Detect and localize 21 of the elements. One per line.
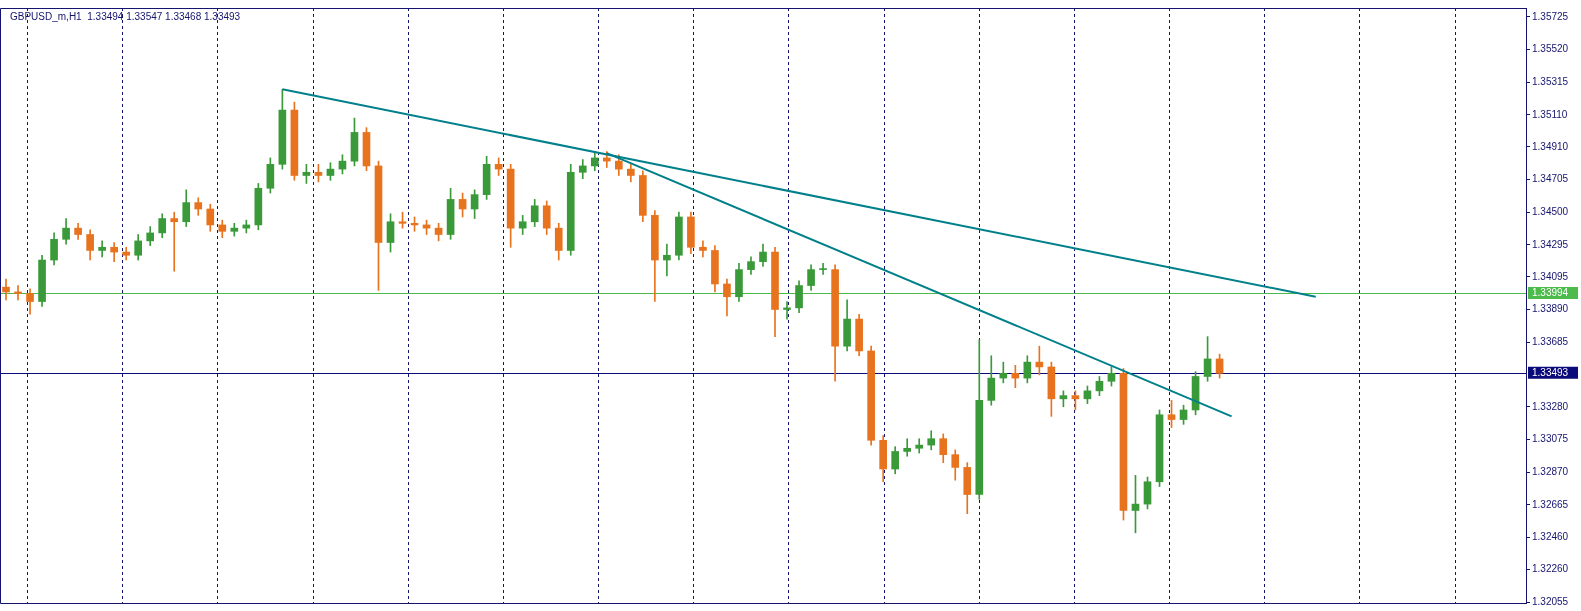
y-tick-label: 1.34910: [1532, 140, 1569, 152]
ref-line-label: 1.33493: [1532, 366, 1569, 378]
y-tick-label: 1.34500: [1532, 205, 1569, 217]
y-tick-label: 1.32460: [1532, 531, 1569, 543]
y-tick-label: 1.33075: [1532, 433, 1569, 445]
y-tick-label: 1.35725: [1532, 10, 1569, 22]
y-tick-label: 1.33280: [1532, 400, 1569, 412]
y-tick-label: 1.34295: [1532, 238, 1569, 250]
y-tick-label: 1.32260: [1532, 563, 1569, 575]
y-tick-label: 1.34705: [1532, 173, 1569, 185]
y-tick-label: 1.35520: [1532, 43, 1569, 55]
y-tick-label: 1.34095: [1532, 270, 1569, 282]
y-tick-label: 1.35110: [1532, 108, 1568, 120]
chart-title: GBPUSD_m,H1 1.33494 1.33547 1.33468 1.33493: [10, 10, 241, 22]
y-tick-label: 1.32665: [1532, 498, 1569, 510]
y-tick-label: 1.32870: [1532, 465, 1569, 477]
y-tick-label: 1.32055: [1532, 595, 1569, 607]
y-tick-label: 1.35315: [1532, 75, 1569, 87]
y-tick-label: 1.33685: [1532, 335, 1569, 347]
y-tick-label: 1.33890: [1532, 303, 1569, 315]
ref-line-label: 1.33994: [1532, 286, 1569, 298]
